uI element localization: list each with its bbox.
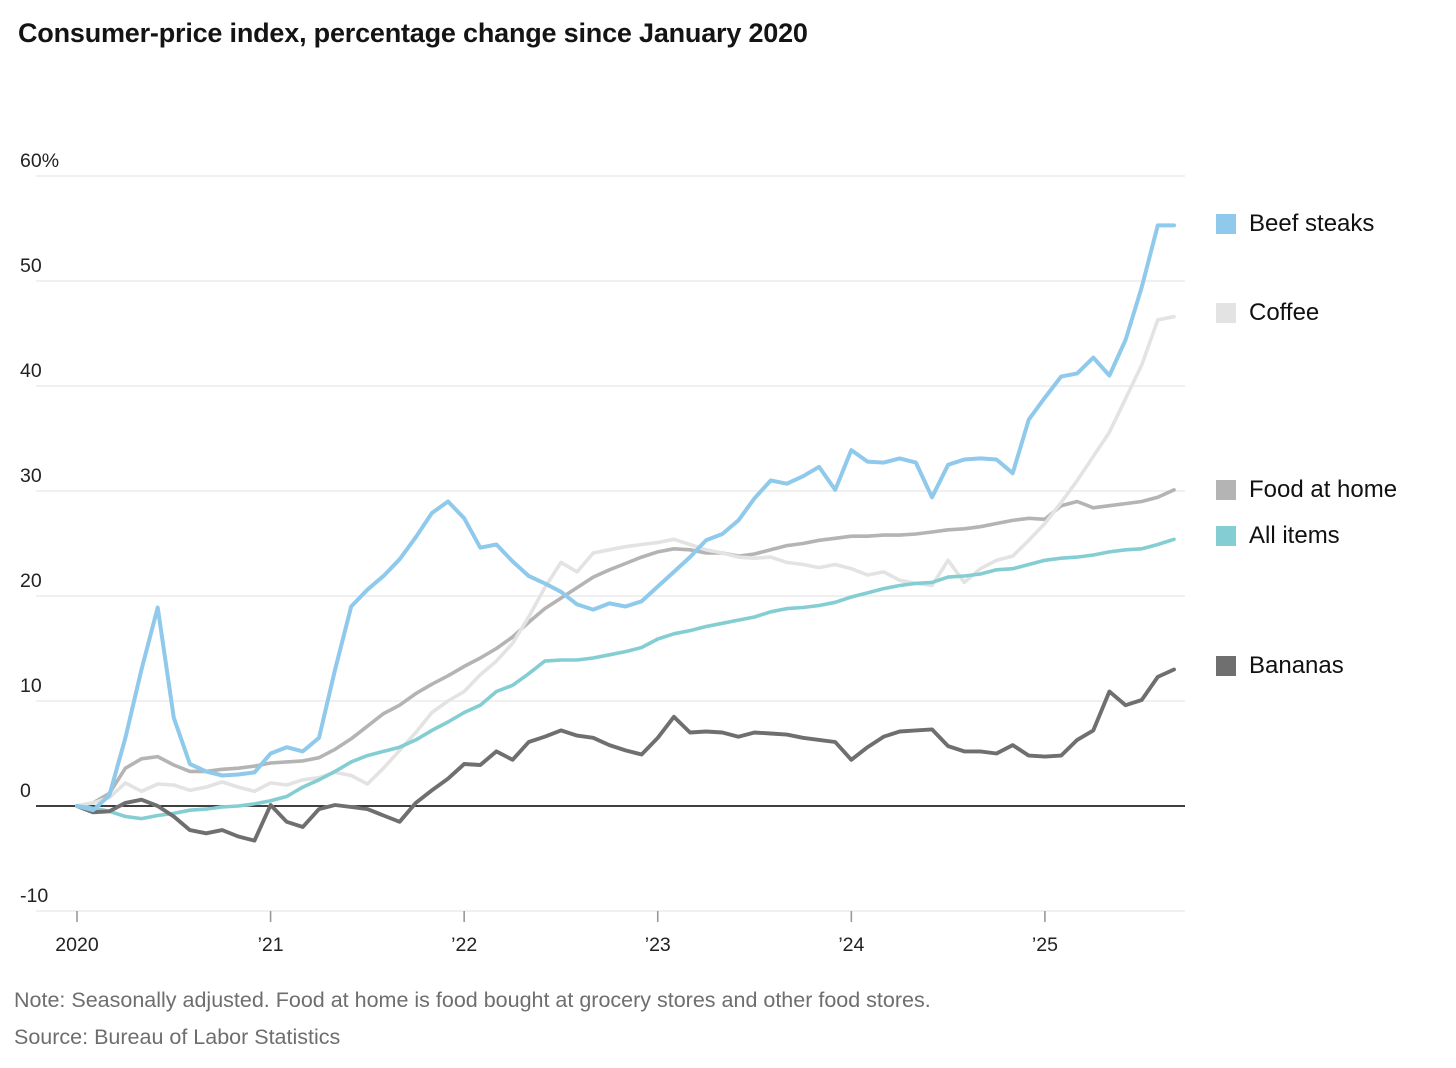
y-axis-label: 10: [20, 675, 42, 697]
series-line-food-at-home: [75, 488, 1176, 808]
y-axis-label: 20: [20, 570, 42, 592]
y-axis-label: 50: [20, 255, 42, 277]
series-line-beef-steaks: [75, 223, 1176, 813]
y-axis-label: 0: [20, 780, 31, 802]
series-line-coffee: [75, 314, 1176, 808]
y-axis-label: 30: [20, 465, 42, 487]
chart-source: Source: Bureau of Labor Statistics: [14, 1025, 341, 1049]
x-axis-label: ’22: [451, 934, 477, 956]
series-line-bananas: [75, 667, 1176, 843]
x-axis-label: ’23: [645, 934, 671, 956]
chart-title: Consumer-price index, percentage change …: [18, 18, 808, 48]
x-axis-label: ’21: [258, 934, 284, 956]
x-axis-label: 2020: [55, 934, 99, 956]
y-axis-label: 40: [20, 360, 42, 382]
y-axis-label: 60%: [20, 150, 59, 172]
chart-note: Note: Seasonally adjusted. Food at home …: [14, 988, 931, 1012]
x-axis-label: ’25: [1032, 934, 1058, 956]
series-line-all-items: [75, 537, 1176, 821]
x-axis-label: ’24: [838, 934, 864, 956]
y-axis-label: -10: [20, 885, 48, 907]
